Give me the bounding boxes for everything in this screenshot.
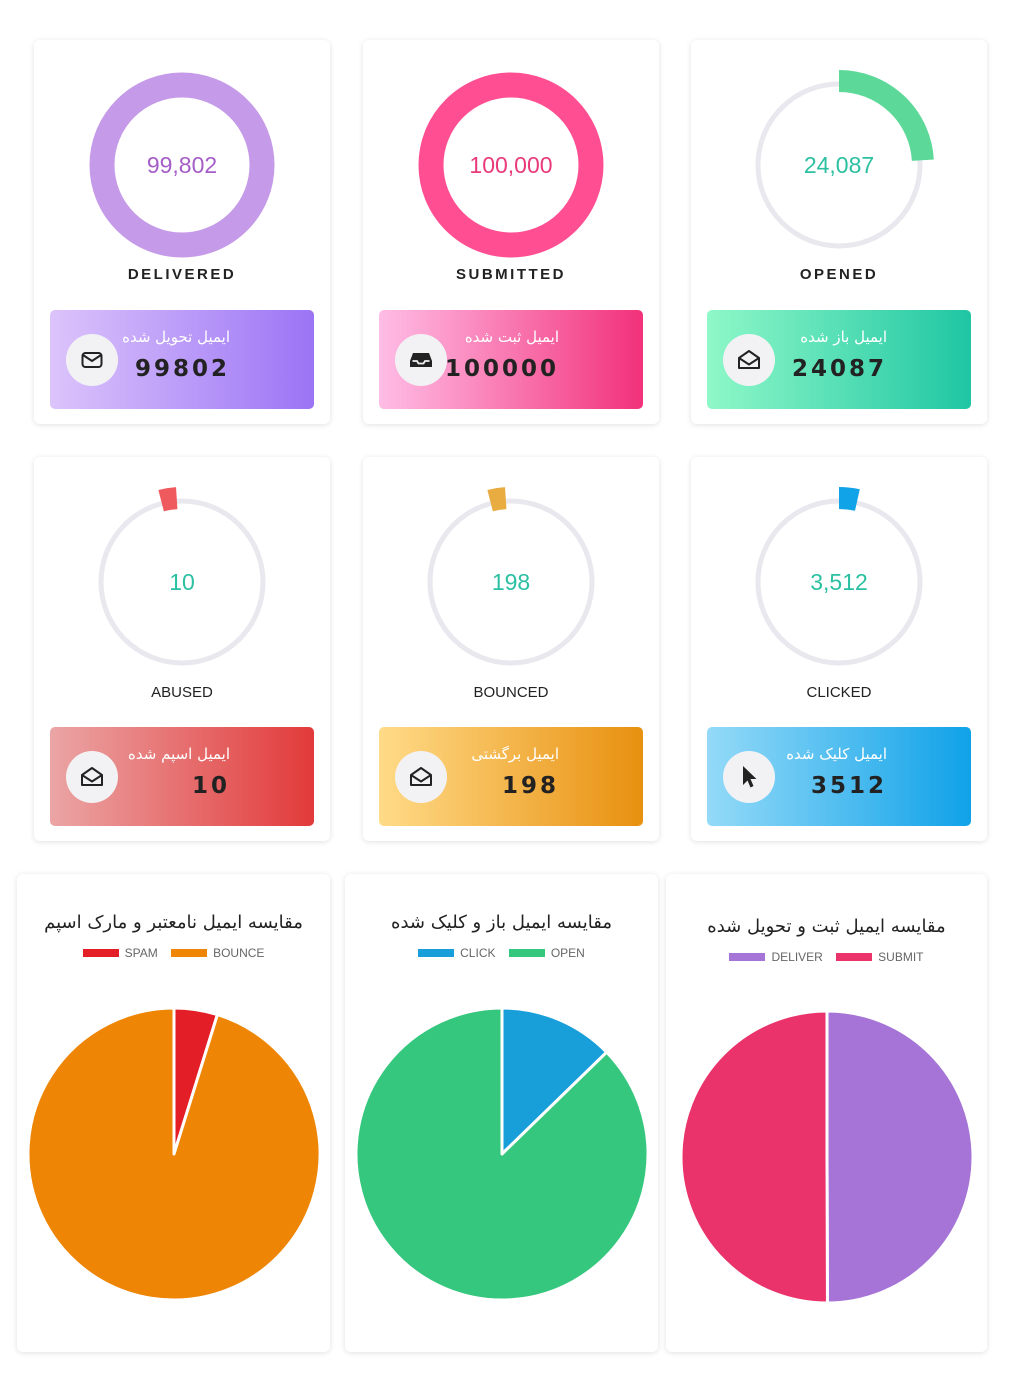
stat-card-submitted: 100,000 SUBMITTED ایمیل ثبت شده 100000 xyxy=(363,40,659,424)
legend-swatch xyxy=(82,948,119,957)
stat-number: 100000 xyxy=(444,356,559,382)
pie-slice-bounce[interactable] xyxy=(26,1006,322,1302)
stat-number: 99802 xyxy=(134,356,230,382)
legend-item-deliver[interactable]: DELIVER xyxy=(729,949,823,964)
pie-title: مقایسه ایمیل نامعتبر و مارک اسپم xyxy=(44,912,303,933)
pie-card-deliver-submit: مقایسه ایمیل ثبت و تحویل شده DELIVER SUB… xyxy=(666,874,987,1352)
legend-label: BOUNCE xyxy=(213,945,265,960)
legend-label: CLICK xyxy=(460,945,496,960)
legend-item-submit[interactable]: SUBMIT xyxy=(836,949,924,964)
ring-track xyxy=(418,72,604,258)
pie-title: مقایسه ایمیل ثبت و تحویل شده xyxy=(707,916,946,937)
stat-box-opened: ایمیل باز شده 24087 xyxy=(707,310,971,409)
legend-label: SPAM xyxy=(124,945,158,960)
stat-caption: ایمیل کلیک شده xyxy=(786,745,887,763)
progress-ring-submitted: 100,000 xyxy=(416,70,606,260)
stat-card-abused: 10 ABUSED ایمیل اسپم شده 10 xyxy=(34,457,330,841)
progress-ring-abused: 10 xyxy=(87,487,277,677)
envelope-icon xyxy=(66,334,118,386)
metric-label: CLICKED xyxy=(806,684,872,701)
stat-box-clicked: ایمیل کلیک شده 3512 xyxy=(707,727,971,826)
pie-chart-deliver-submit xyxy=(679,1009,975,1305)
stat-card-clicked: 3,512 CLICKED ایمیل کلیک شده 3512 xyxy=(691,457,987,841)
cursor-icon xyxy=(723,751,775,803)
stat-box-bounced: ایمیل برگشتی 198 xyxy=(379,727,643,826)
legend-label: DELIVER xyxy=(771,949,823,964)
ring-progress-arc xyxy=(487,487,507,512)
stat-box-delivered: ایمیل تحویل شده 99802 xyxy=(50,310,314,409)
legend-swatch xyxy=(836,952,873,961)
legend-label: SUBMIT xyxy=(878,949,924,964)
ring-value: 100,000 xyxy=(469,152,553,178)
metric-label: DELIVERED xyxy=(127,266,237,283)
progress-ring-bounced: 198 xyxy=(416,487,606,677)
pie-slice-click[interactable] xyxy=(500,1006,609,1156)
pie-slice-open[interactable] xyxy=(354,1006,650,1302)
progress-ring-clicked: 3,512 xyxy=(744,487,934,677)
legend-swatch xyxy=(508,948,545,957)
legend-swatch xyxy=(729,952,766,961)
legend-label: OPEN xyxy=(550,945,585,960)
pie-slice-submit[interactable] xyxy=(679,1009,829,1305)
ring-progress-arc xyxy=(838,70,934,162)
pie-title: مقایسه ایمیل باز و کلیک شده xyxy=(391,912,612,933)
ring-value: 3,512 xyxy=(810,569,868,595)
metric-label: OPENED xyxy=(799,266,879,283)
stat-caption: ایمیل اسپم شده xyxy=(128,745,230,763)
legend-item-bounce[interactable]: BOUNCE xyxy=(171,945,264,960)
ring-progress-arc xyxy=(158,487,178,512)
metric-label: SUBMITTED xyxy=(456,266,566,283)
metric-label: ABUSED xyxy=(151,684,213,701)
legend-swatch xyxy=(171,948,208,957)
ring-value: 99,802 xyxy=(146,152,218,178)
pie-card-spam-bounce: مقایسه ایمیل نامعتبر و مارک اسپم SPAM BO… xyxy=(17,874,330,1352)
pie-legend: DELIVER SUBMIT xyxy=(666,949,987,964)
progress-ring-opened: 24,087 xyxy=(744,70,934,260)
pie-legend: CLICK OPEN xyxy=(345,945,658,960)
envelope-open-icon xyxy=(723,334,775,386)
ring-value: 198 xyxy=(491,569,531,595)
stat-number: 24087 xyxy=(791,356,887,382)
ring-track xyxy=(98,498,266,666)
legend-item-spam[interactable]: SPAM xyxy=(82,945,158,960)
stat-card-bounced: 198 BOUNCED ایمیل برگشتی 198 xyxy=(363,457,659,841)
stat-caption: ایمیل ثبت شده xyxy=(464,328,559,346)
ring-value: 10 xyxy=(169,569,195,595)
legend-item-open[interactable]: OPEN xyxy=(508,945,585,960)
pie-chart-spam-bounce xyxy=(26,1006,322,1302)
stat-card-delivered: 99,802 DELIVERED ایمیل تحویل شده 99802 xyxy=(34,40,330,424)
legend-swatch xyxy=(418,948,455,957)
pie-slice-deliver[interactable] xyxy=(825,1009,975,1305)
stat-number: 198 xyxy=(501,773,559,799)
inbox-icon xyxy=(395,334,447,386)
pie-card-click-open: مقایسه ایمیل باز و کلیک شده CLICK OPEN xyxy=(345,874,658,1352)
stat-caption: ایمیل باز شده xyxy=(800,328,887,346)
stat-number: 10 xyxy=(191,773,230,799)
ring-track xyxy=(89,72,275,258)
legend-item-click[interactable]: CLICK xyxy=(418,945,495,960)
envelope-open-icon xyxy=(66,751,118,803)
stat-number: 3512 xyxy=(810,773,887,799)
pie-legend: SPAM BOUNCE xyxy=(17,945,330,960)
metric-label: BOUNCED xyxy=(473,684,549,701)
stat-card-opened: 24,087 OPENED ایمیل باز شده 24087 xyxy=(691,40,987,424)
stat-box-abused: ایمیل اسپم شده 10 xyxy=(50,727,314,826)
ring-value: 24,087 xyxy=(803,152,875,178)
progress-ring-delivered: 99,802 xyxy=(87,70,277,260)
ring-track xyxy=(427,498,595,666)
pie-chart-click-open xyxy=(354,1006,650,1302)
ring-progress-arc xyxy=(838,487,860,511)
stat-caption: ایمیل تحویل شده xyxy=(122,328,230,346)
envelope-open-icon xyxy=(395,751,447,803)
stat-box-submitted: ایمیل ثبت شده 100000 xyxy=(379,310,643,409)
stat-caption: ایمیل برگشتی xyxy=(471,745,559,763)
